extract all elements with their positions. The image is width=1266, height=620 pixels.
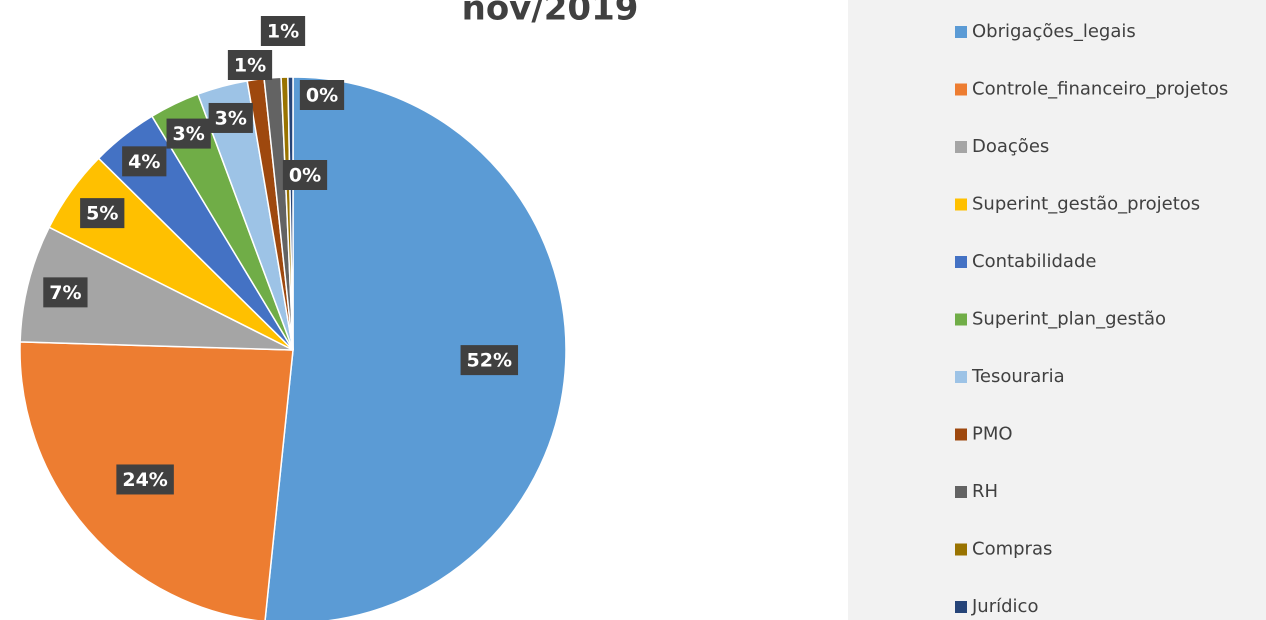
data-label-box bbox=[122, 146, 167, 177]
data-label-text: 3% bbox=[173, 123, 205, 145]
data-label: 3% bbox=[166, 118, 211, 149]
data-label: 24% bbox=[116, 464, 174, 495]
data-label: 0% bbox=[282, 160, 328, 190]
pie-slice bbox=[264, 76, 567, 620]
legend-label: Tesouraria bbox=[971, 366, 1065, 387]
data-label-text: 0% bbox=[306, 85, 338, 107]
data-label: 3% bbox=[208, 102, 253, 133]
legend-swatch bbox=[955, 486, 967, 498]
data-label-text: 5% bbox=[86, 203, 118, 225]
legend-label: Doações bbox=[972, 136, 1049, 157]
legend-swatch bbox=[955, 141, 967, 153]
data-label: 1% bbox=[227, 50, 273, 80]
data-label-box bbox=[299, 80, 345, 110]
data-label-box bbox=[166, 118, 211, 149]
legend-label: Controle_financeiro_projetos bbox=[972, 79, 1228, 100]
data-label-box bbox=[116, 464, 174, 495]
data-label: 1% bbox=[260, 16, 306, 46]
data-label-text: 52% bbox=[467, 350, 512, 372]
data-label-text: 7% bbox=[49, 282, 81, 304]
data-label-text: 0% bbox=[289, 165, 321, 187]
legend-swatch bbox=[955, 83, 967, 96]
legend-swatch bbox=[955, 313, 967, 326]
legend-swatch bbox=[955, 428, 967, 441]
data-label-box bbox=[260, 16, 306, 46]
chart-title: nov/2019 bbox=[462, 0, 639, 29]
legend-label: Jurídico bbox=[971, 596, 1038, 617]
data-label-text: 4% bbox=[128, 151, 160, 173]
data-label-box bbox=[208, 102, 253, 133]
legend-label: Contabilidade bbox=[972, 251, 1096, 272]
data-label-text: 1% bbox=[267, 21, 299, 43]
legend-swatch bbox=[955, 26, 967, 38]
data-label-box bbox=[282, 160, 328, 190]
legend-label: PMO bbox=[972, 424, 1013, 445]
legend-label: Superint_plan_gestão bbox=[972, 309, 1166, 330]
legend-swatch bbox=[955, 601, 967, 613]
legend-label: Obrigações_legais bbox=[972, 21, 1136, 42]
data-label: 52% bbox=[460, 345, 519, 376]
legend-label: RH bbox=[972, 481, 998, 502]
pie-slice bbox=[287, 76, 294, 351]
data-label-box bbox=[43, 277, 88, 308]
legend-label: Superint_gestão_projetos bbox=[972, 194, 1200, 215]
data-label-text: 24% bbox=[122, 469, 167, 491]
data-label: 0% bbox=[299, 80, 345, 110]
pie-slice bbox=[19, 226, 294, 351]
legend-swatch bbox=[955, 543, 967, 556]
data-label-box bbox=[460, 345, 519, 376]
data-label-box bbox=[227, 50, 273, 80]
data-label-box bbox=[80, 198, 125, 229]
data-label-text: 1% bbox=[234, 55, 266, 77]
data-label: 7% bbox=[43, 277, 88, 308]
legend-swatch bbox=[955, 198, 967, 211]
data-label: 5% bbox=[80, 198, 125, 229]
data-label: 4% bbox=[122, 146, 167, 177]
legend-swatch bbox=[955, 371, 967, 383]
legend-swatch bbox=[955, 256, 967, 268]
legend-label: Compras bbox=[972, 539, 1052, 560]
legend-panel bbox=[848, 0, 1266, 620]
data-label-text: 3% bbox=[215, 107, 247, 129]
